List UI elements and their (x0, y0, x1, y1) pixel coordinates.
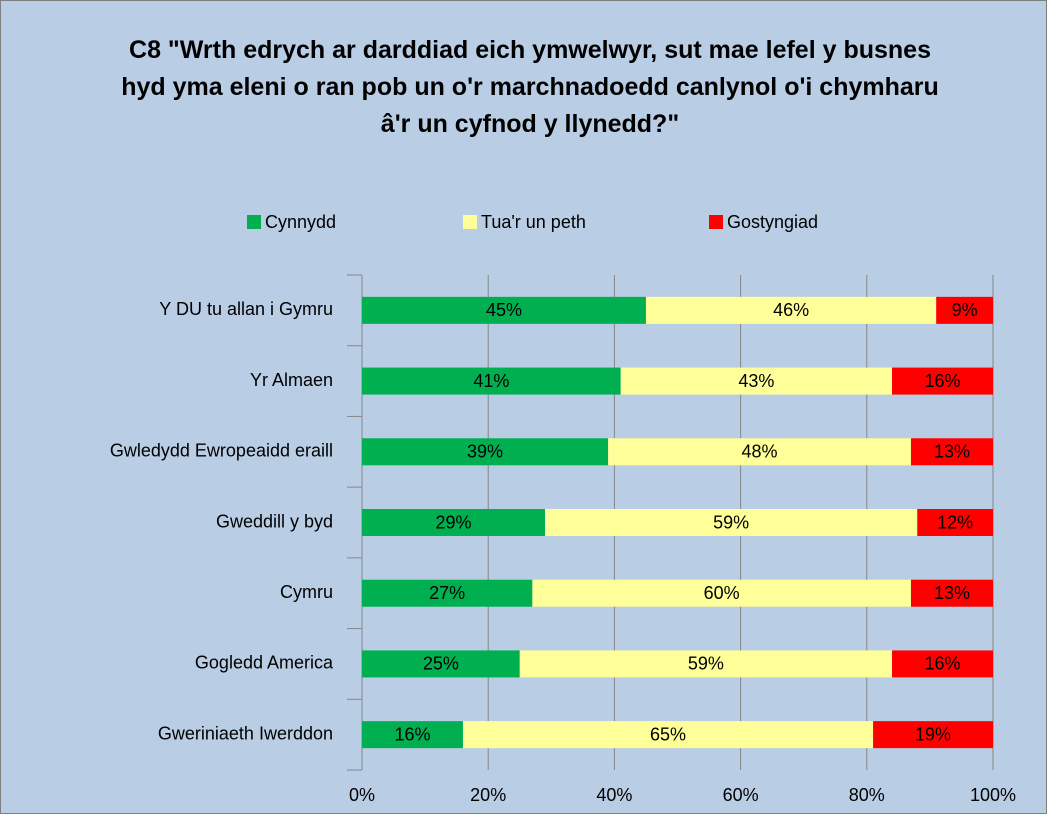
data-label: 41% (473, 371, 509, 391)
bar-segment (892, 367, 993, 395)
bar-segment (362, 650, 520, 678)
bar-segment (620, 367, 893, 395)
x-tick-label: 20% (470, 785, 506, 805)
bar-segment (544, 509, 918, 536)
bar-segment (362, 367, 621, 395)
data-label: 19% (915, 724, 951, 744)
bar-segment (873, 721, 993, 749)
x-tick-label: 60% (723, 785, 759, 805)
x-tick-label: 100% (970, 785, 1016, 805)
legend-swatch (709, 215, 723, 229)
data-label: 46% (773, 300, 809, 320)
legend-swatch (247, 215, 261, 229)
bar-segment (462, 721, 874, 749)
bar-segment (645, 296, 937, 324)
y-tick-label: Gwledydd Ewropeaidd eraill (110, 441, 333, 461)
bar-segment (362, 509, 545, 536)
bar-segment (910, 579, 993, 607)
chart-title: C8 "Wrth edrych ar darddiad eich ymwelwy… (121, 36, 939, 138)
y-tick-label: Gweddill y byd (216, 511, 333, 531)
bar-segment (608, 438, 911, 466)
y-tick-label: Cymru (280, 582, 333, 602)
bar-segment (362, 296, 646, 324)
data-label: 16% (925, 654, 961, 674)
data-label: 13% (934, 442, 970, 462)
legend-label: Gostyngiad (727, 212, 818, 232)
data-label: 27% (429, 583, 465, 603)
data-label: 16% (394, 724, 430, 744)
data-label: 65% (650, 724, 686, 744)
y-tick-label: Gweriniaeth Iwerddon (158, 723, 333, 743)
bar-segment (362, 579, 533, 607)
data-label: 43% (738, 371, 774, 391)
data-label: 13% (934, 583, 970, 603)
data-label: 16% (925, 371, 961, 391)
data-label: 9% (952, 300, 978, 320)
legend-label: Cynnydd (265, 212, 336, 232)
bar-segment (362, 438, 609, 466)
data-label: 48% (742, 442, 778, 462)
y-tick-label: Y DU tu allan i Gymru (159, 299, 333, 319)
bar-segment (936, 296, 993, 324)
data-label: 29% (435, 512, 471, 532)
bar-segment (519, 650, 893, 678)
data-label: 25% (423, 654, 459, 674)
legend-label: Tua'r un peth (481, 212, 586, 232)
data-label: 59% (688, 654, 724, 674)
data-label: 60% (704, 583, 740, 603)
y-tick-label: Yr Almaen (250, 370, 333, 390)
legend-swatch (463, 215, 477, 229)
bar-segment (532, 579, 911, 607)
data-label: 12% (937, 512, 973, 532)
bar-segment (362, 721, 463, 749)
data-label: 39% (467, 442, 503, 462)
bar-segment (910, 438, 993, 466)
data-label: 45% (486, 300, 522, 320)
bar-segment (917, 509, 993, 536)
y-tick-label: Gogledd America (195, 653, 334, 673)
x-tick-label: 80% (849, 785, 885, 805)
data-label: 59% (713, 512, 749, 532)
bar-segment (892, 650, 993, 678)
x-tick-label: 0% (349, 785, 375, 805)
x-tick-label: 40% (596, 785, 632, 805)
